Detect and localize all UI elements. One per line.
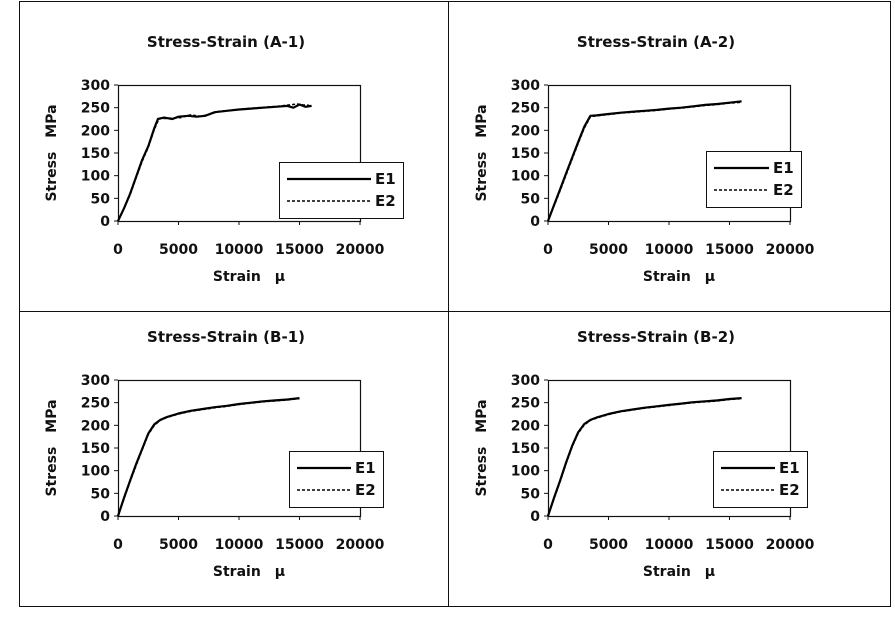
series-line-e2: [117, 397, 300, 517]
y-tick-label: 0: [100, 214, 110, 230]
chart-panel-1: Stress-Strain (A-1) 0 50 100 150 200 250 300 0 50…: [44, 33, 404, 285]
x-tick-label: 5000: [159, 537, 198, 553]
series-line-e1: [546, 397, 742, 517]
y-tick-label: 50: [521, 486, 541, 502]
y-tick-label: 0: [530, 509, 540, 525]
x-tick-label: 0: [543, 242, 553, 258]
y-axis-label: Stress MPa: [474, 399, 490, 496]
legend-label: E1: [779, 459, 800, 477]
x-axis-label: Strain μ: [213, 269, 285, 285]
y-tick-label: 50: [91, 191, 111, 207]
y-axis-label: Stress MPa: [474, 104, 490, 201]
y-tick-label: 250: [511, 101, 540, 117]
series-line-e2: [117, 103, 310, 222]
y-tick-label: 0: [530, 214, 540, 230]
x-tick-label: 10000: [215, 537, 264, 553]
series-line-e1: [116, 397, 300, 517]
x-tick-label: 20000: [336, 537, 385, 553]
chart-title: Stress-Strain (B-2): [577, 328, 735, 346]
x-tick-label: 0: [113, 242, 123, 258]
y-axis-label: Stress MPa: [44, 399, 60, 496]
y-tick-label: 300: [81, 78, 110, 94]
legend-label: E1: [773, 159, 794, 177]
x-tick-label: 15000: [705, 242, 754, 258]
y-tick-label: 250: [81, 396, 110, 412]
x-axis-label: Strain μ: [643, 564, 715, 580]
y-tick-label: 0: [100, 509, 110, 525]
y-tick-label: 100: [81, 464, 110, 480]
legend-box: [289, 451, 384, 508]
legend-box: [706, 151, 802, 208]
chart-title: Stress-Strain (A-1): [147, 33, 305, 51]
x-tick-label: 10000: [645, 242, 694, 258]
y-tick-label: 250: [81, 101, 110, 117]
legend-label: E1: [375, 170, 396, 188]
y-tick-label: 250: [511, 396, 540, 412]
x-axis-label: Strain μ: [643, 269, 715, 285]
x-tick-label: 15000: [275, 242, 324, 258]
legend-box: [713, 451, 808, 508]
legend-label: E1: [355, 459, 376, 477]
x-tick-label: 5000: [159, 242, 198, 258]
legend-label: E2: [355, 481, 376, 499]
x-tick-label: 0: [543, 537, 553, 553]
legend-label: E2: [375, 192, 396, 210]
y-tick-label: 200: [511, 123, 540, 139]
x-tick-label: 15000: [705, 537, 754, 553]
x-tick-label: 10000: [645, 537, 694, 553]
y-tick-label: 50: [91, 486, 111, 502]
x-tick-label: 20000: [766, 242, 815, 258]
x-tick-label: 5000: [589, 242, 628, 258]
y-tick-label: 150: [511, 146, 540, 162]
y-tick-label: 100: [511, 464, 540, 480]
y-tick-label: 200: [511, 418, 540, 434]
chart-panel-4: Stress-Strain (B-2) 0 50 100 150 200 250 300 0 50…: [474, 328, 815, 580]
x-axis-label: Strain μ: [213, 564, 285, 580]
chart-title: Stress-Strain (B-1): [147, 328, 305, 346]
x-tick-label: 10000: [215, 242, 264, 258]
x-tick-label: 0: [113, 537, 123, 553]
y-tick-label: 100: [81, 169, 110, 185]
y-tick-label: 200: [81, 418, 110, 434]
series-line-e2: [547, 101, 742, 222]
outer-frame: [19, 1, 891, 607]
x-tick-label: 20000: [336, 242, 385, 258]
legend-label: E2: [773, 181, 794, 199]
y-tick-label: 100: [511, 169, 540, 185]
y-tick-label: 300: [81, 373, 110, 389]
series-line-e2: [547, 397, 742, 517]
y-tick-label: 150: [81, 441, 110, 457]
x-tick-label: 20000: [766, 537, 815, 553]
y-tick-label: 150: [81, 146, 110, 162]
chart-panel-3: Stress-Strain (B-1) 0 50 100 150 200 250 300 0 50…: [44, 328, 385, 580]
y-tick-label: 200: [81, 123, 110, 139]
chart-panel-2: Stress-Strain (A-2) 0 50 100 150 200 250 300 0 50…: [474, 33, 815, 285]
x-tick-label: 15000: [275, 537, 324, 553]
chart-title: Stress-Strain (A-2): [577, 33, 735, 51]
legend-box: [279, 162, 404, 219]
y-tick-label: 150: [511, 441, 540, 457]
y-axis-label: Stress MPa: [44, 104, 60, 201]
y-tick-label: 50: [521, 191, 541, 207]
legend-label: E2: [779, 481, 800, 499]
x-tick-label: 5000: [589, 537, 628, 553]
y-tick-label: 300: [511, 78, 540, 94]
y-tick-label: 300: [511, 373, 540, 389]
